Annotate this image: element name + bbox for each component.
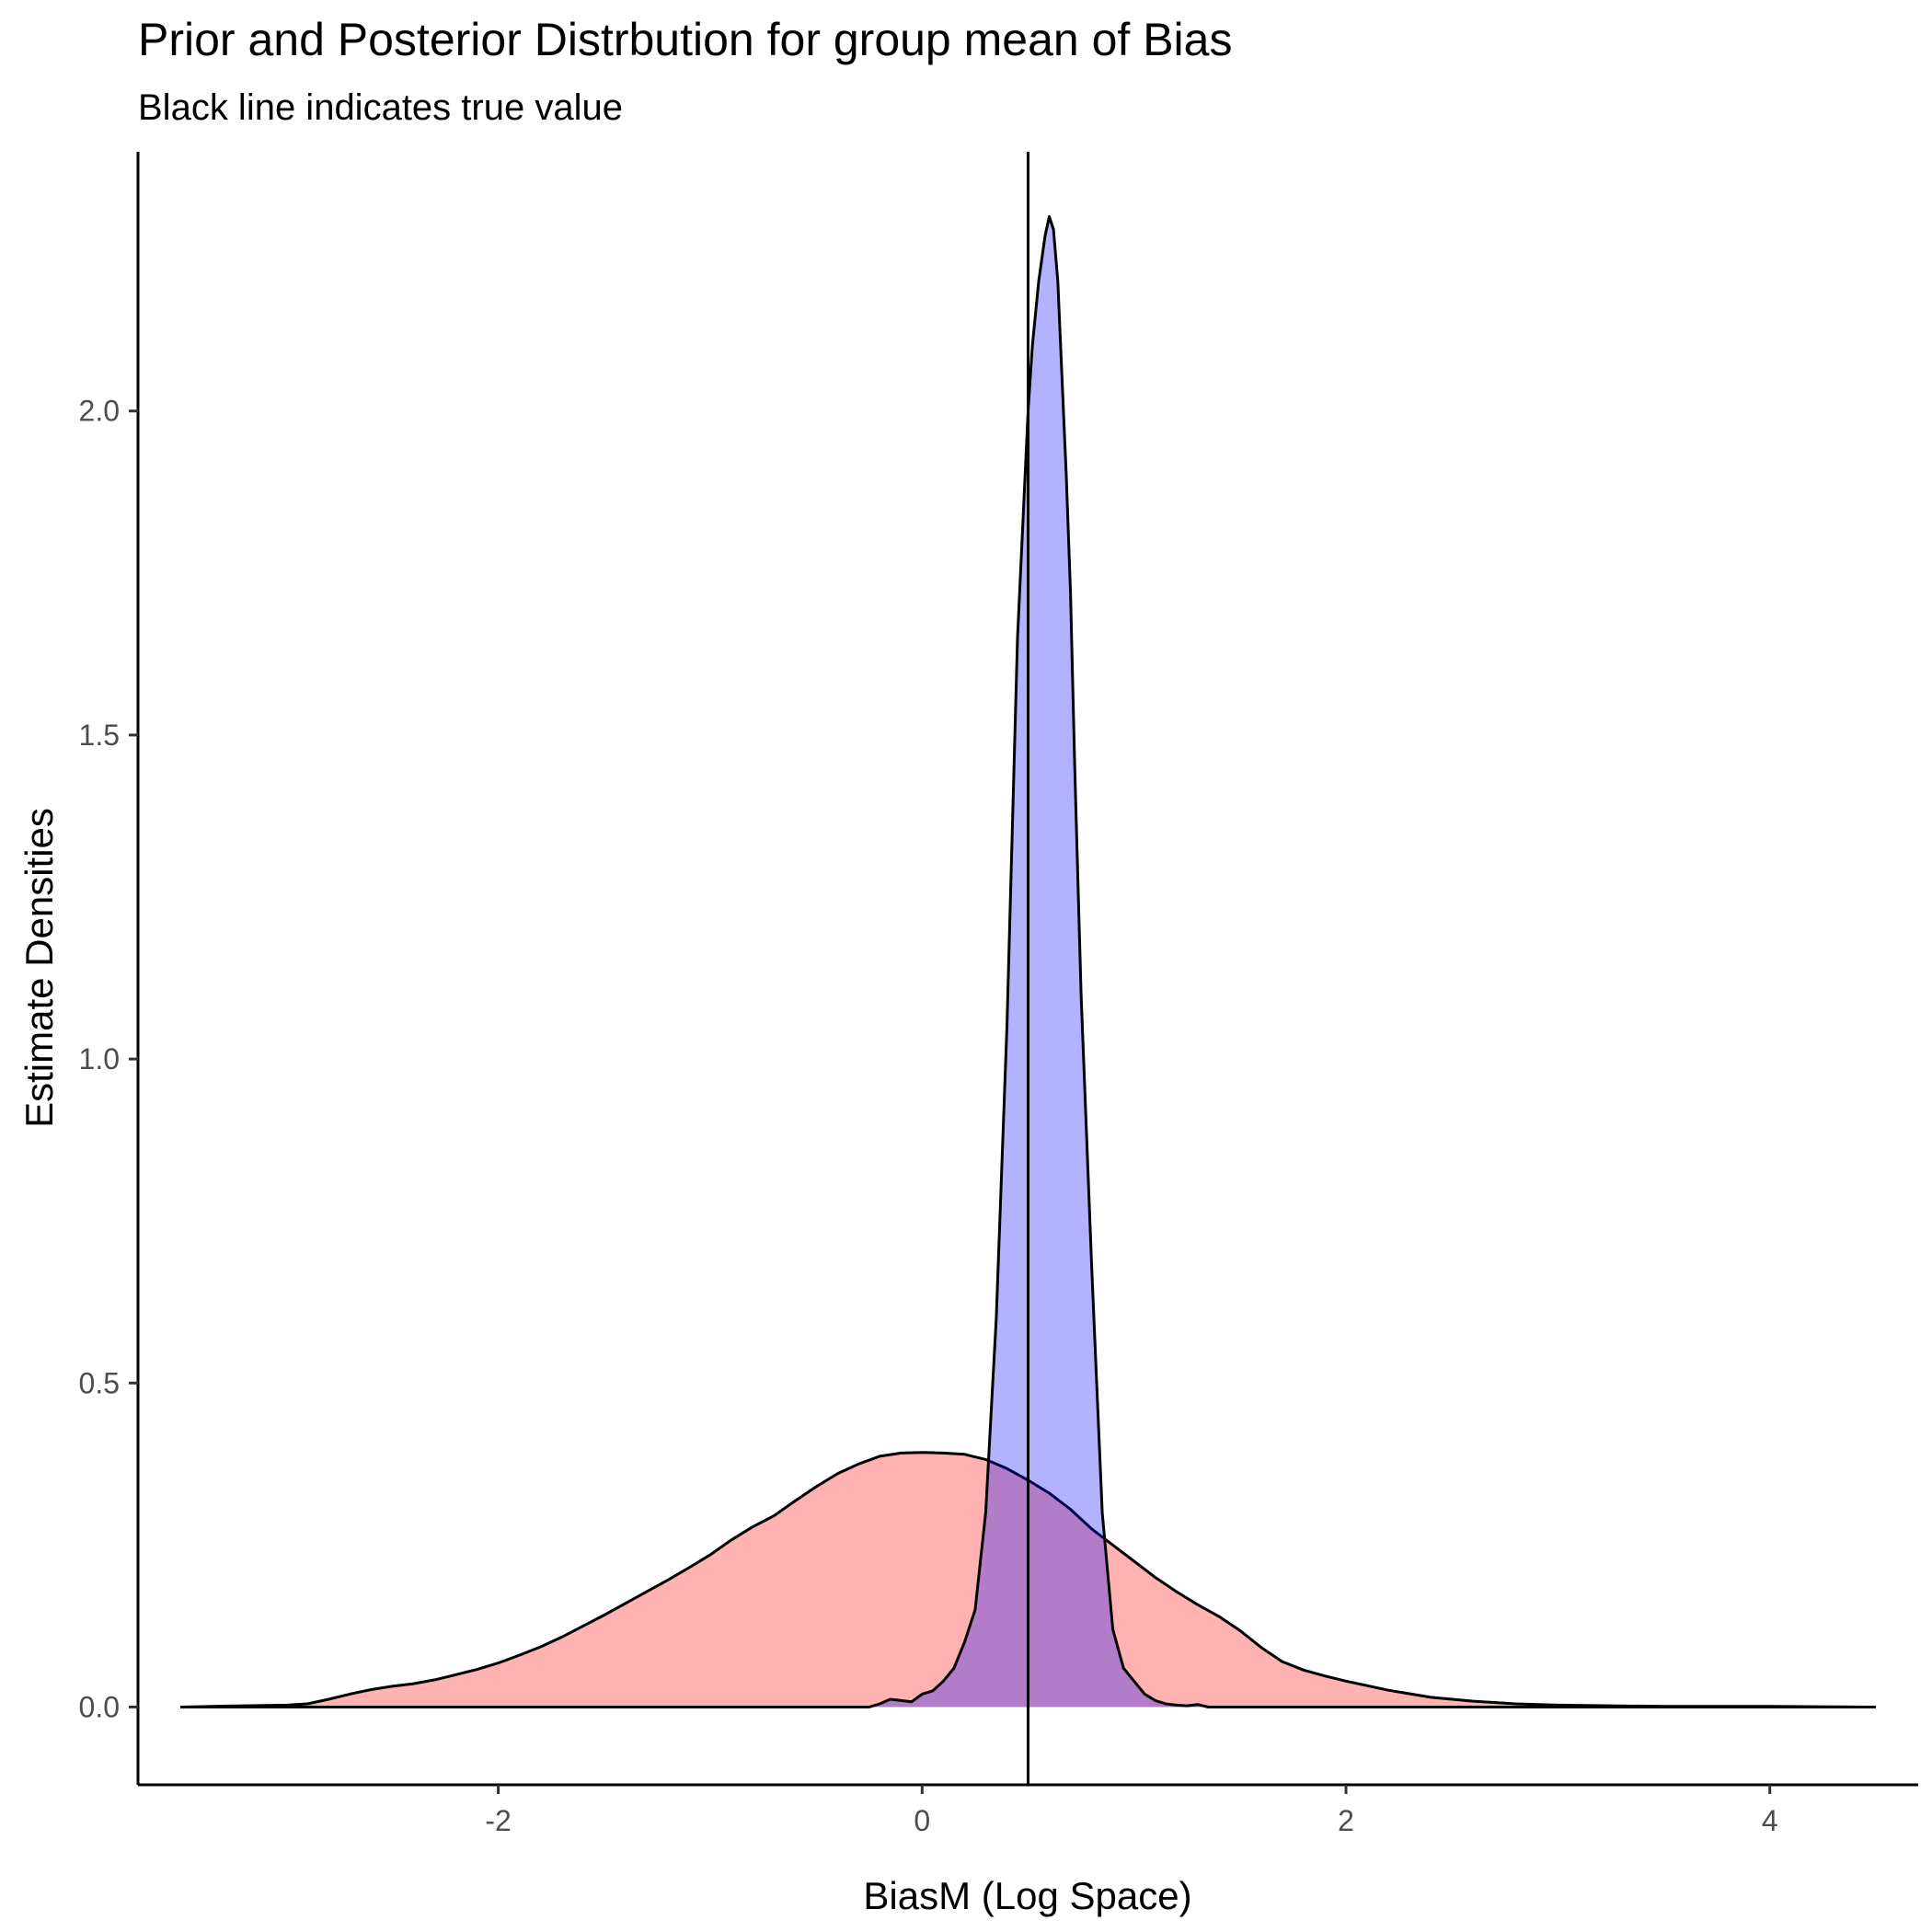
x-tick-label: 0 [914, 1804, 930, 1837]
x-tick-label: -2 [485, 1804, 511, 1837]
y-tick-label: 2.0 [79, 395, 120, 428]
y-axis-title: Estimate Densities [17, 808, 61, 1128]
chart-subtitle: Black line indicates true value [138, 87, 623, 128]
y-tick-label: 1.0 [79, 1042, 120, 1075]
y-tick-label: 0.5 [79, 1366, 120, 1399]
x-tick-label: 4 [1762, 1804, 1778, 1837]
x-tick-label: 2 [1338, 1804, 1354, 1837]
y-tick-label: 0.0 [79, 1690, 120, 1723]
x-ticks: -2 0 2 4 [485, 1785, 1778, 1837]
chart-title: Prior and Posterior Distrbution for grou… [138, 14, 1232, 65]
density-outline-1 [180, 1451, 1876, 1708]
y-tick-label: 1.5 [79, 719, 120, 752]
density-outline-2 [180, 214, 1876, 1708]
y-ticks: 0.0 0.5 1.0 1.5 2.0 [79, 395, 138, 1723]
x-axis-title: BiasM (Log Space) [863, 1874, 1191, 1917]
